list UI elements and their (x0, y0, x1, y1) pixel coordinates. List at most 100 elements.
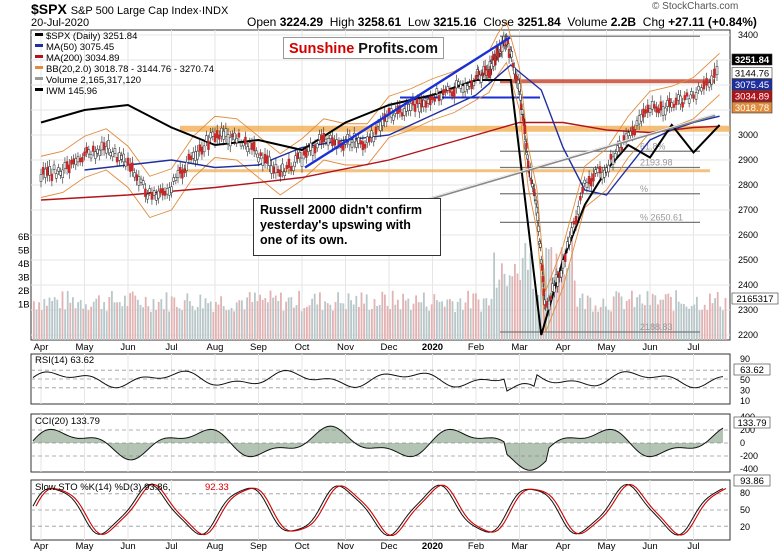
price-candle (561, 259, 565, 269)
volume-tick-label: 1B (18, 300, 30, 311)
price-candle (357, 137, 360, 144)
volume-bar (651, 293, 654, 340)
volume-bar (355, 295, 358, 340)
volume-tick-label: 2B (18, 286, 30, 297)
price-candle (713, 68, 716, 78)
price-tick-label: 2400 (738, 280, 758, 290)
indicator-badge-label: 133.79 (737, 418, 766, 429)
price-candle (255, 150, 258, 155)
price-candle (583, 179, 586, 184)
price-badge (731, 53, 773, 66)
x-tick-label: Aug (207, 342, 224, 353)
volume-bar (256, 301, 259, 340)
price-candle (200, 146, 204, 155)
price-tick-label: 2500 (738, 255, 758, 265)
price-candle (666, 100, 669, 107)
price-candle (63, 162, 67, 169)
volume-bar (329, 304, 332, 340)
volume-bar (693, 304, 696, 340)
volume-bar (35, 309, 38, 340)
price-candle (510, 51, 513, 58)
volume-bar (612, 296, 615, 340)
volume-bar (352, 304, 355, 340)
volume-bar (378, 304, 381, 340)
price-candle (560, 270, 563, 278)
price-candle (479, 74, 483, 83)
x-tick-label: Sep (250, 342, 267, 353)
x-tick-label-bottom: Sep (250, 541, 267, 552)
cci-line (32, 425, 724, 471)
price-candle (687, 98, 691, 104)
price-candle (674, 97, 678, 105)
bb-lower-line (40, 61, 720, 333)
sto-tick-label: 20 (740, 522, 750, 532)
price-candle (331, 137, 334, 147)
price-candle (81, 157, 84, 163)
volume-bar (241, 300, 243, 340)
price-tick-label: 3000 (738, 130, 758, 140)
volume-bar (155, 310, 157, 340)
price-candle (370, 130, 373, 138)
x-tick-label-bottom: May (598, 541, 616, 552)
price-candle (422, 99, 426, 107)
volume-bar (511, 276, 514, 340)
price-candle (270, 165, 273, 174)
price-candle (677, 94, 680, 101)
price-candle (549, 296, 553, 301)
price-candle (553, 285, 556, 293)
price-candle (181, 169, 184, 179)
volume-bar (397, 299, 399, 340)
price-candle (48, 166, 51, 176)
volume-bar (332, 310, 334, 340)
price-candle (374, 126, 378, 135)
price-tick-label: 2300 (738, 305, 758, 315)
price-candle (681, 102, 684, 108)
price-candle (315, 143, 319, 149)
sto-d-line (35, 483, 727, 536)
price-candle (192, 151, 195, 159)
volume-bar (43, 299, 46, 340)
volume-bar (61, 291, 64, 340)
price-candle (470, 80, 473, 90)
price-tick-label: 2800 (738, 180, 758, 190)
price-candle (215, 130, 219, 139)
volume-bar (381, 291, 384, 340)
price-candle (263, 153, 267, 163)
line-icon (35, 88, 43, 91)
volume-bar (724, 297, 727, 340)
price-candle (85, 146, 88, 153)
volume-bar (295, 305, 298, 340)
volume-bar (415, 295, 417, 340)
price-candle (202, 145, 206, 153)
volume-bar (98, 295, 100, 340)
volume-bar (87, 310, 90, 340)
price-candle (189, 155, 193, 161)
legend-entry: MA(200) 3034.89 (46, 53, 119, 64)
volume-bar (313, 293, 316, 340)
volume-bar (384, 294, 386, 340)
price-candle (159, 188, 162, 194)
volume-bar (72, 297, 74, 340)
price-candle (318, 134, 321, 141)
volume-bar (147, 306, 150, 340)
volume-bar (365, 294, 368, 340)
price-candle (220, 127, 223, 137)
price-candle (657, 108, 660, 114)
x-tick-label: May (76, 342, 94, 353)
volume-bar (391, 290, 394, 340)
volume-bar (571, 236, 573, 340)
price-candle (363, 143, 367, 149)
sto-tick-label: 50 (740, 505, 750, 515)
x-tick-label-bottom: Feb (468, 541, 484, 552)
volume-bar (425, 306, 428, 340)
price-candle (168, 187, 171, 196)
volume-bar (33, 301, 35, 340)
price-candle (72, 158, 75, 164)
price-candle (218, 134, 221, 140)
x-tick-label: Oct (295, 342, 310, 353)
volume-bar (685, 306, 688, 340)
volume-bar (277, 300, 280, 340)
volume-bar (558, 271, 560, 340)
rsi-label: RSI(14) 63.62 (35, 355, 94, 366)
price-candle (111, 151, 115, 158)
